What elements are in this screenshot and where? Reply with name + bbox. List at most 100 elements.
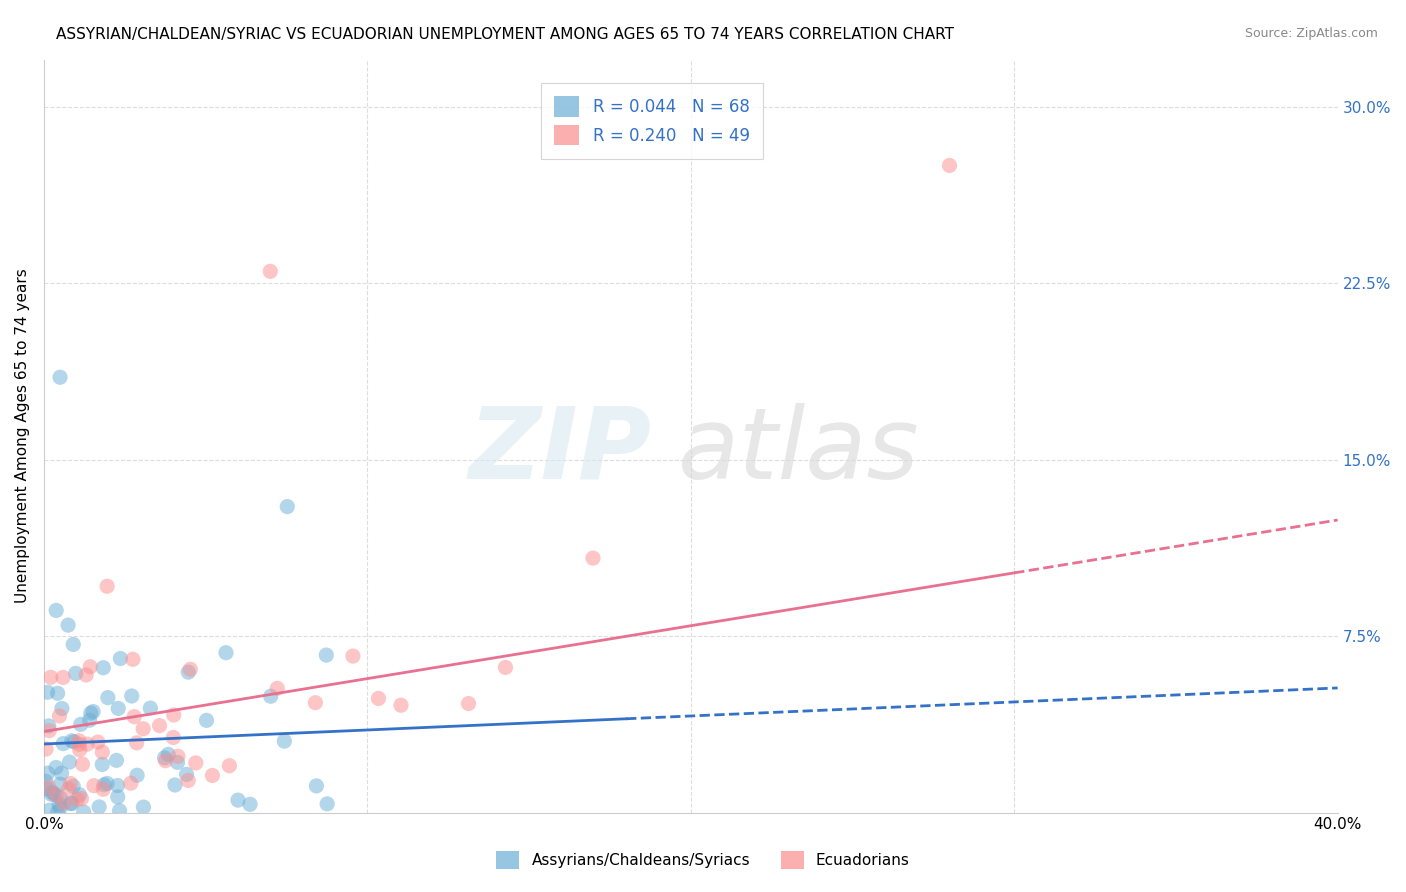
- Point: [69, 743, 91, 757]
- Point: [37, 685, 59, 699]
- Point: [51, 766, 73, 780]
- Point: [107, 789, 129, 804]
- Point: [215, 646, 238, 660]
- Point: [62, 779, 84, 793]
- Point: [63, 735, 86, 749]
- Point: [45, 603, 67, 617]
- Point: [120, 776, 142, 790]
- Point: [266, 681, 288, 696]
- Point: [166, 756, 188, 770]
- Point: [59, 797, 82, 811]
- Point: [389, 698, 412, 713]
- Point: [938, 159, 960, 173]
- Point: [67, 738, 90, 752]
- Point: [177, 665, 200, 680]
- Point: [179, 662, 201, 676]
- Point: [91, 745, 114, 759]
- Point: [79, 659, 101, 673]
- Point: [75, 668, 97, 682]
- Point: [37, 766, 59, 780]
- Point: [367, 691, 389, 706]
- Point: [70, 791, 93, 805]
- Point: [177, 773, 200, 788]
- Point: [38, 723, 60, 738]
- Point: [155, 754, 177, 768]
- Point: [51, 701, 73, 715]
- Point: [59, 776, 82, 790]
- Point: [49, 791, 72, 805]
- Point: [127, 768, 149, 782]
- Point: [69, 717, 91, 731]
- Point: [96, 776, 118, 790]
- Point: [48, 709, 70, 723]
- Point: [304, 696, 326, 710]
- Point: [110, 651, 132, 665]
- Point: [46, 686, 69, 700]
- Point: [105, 753, 128, 767]
- Point: [91, 782, 114, 797]
- Text: ASSYRIAN/CHALDEAN/SYRIAC VS ECUADORIAN UNEMPLOYMENT AMONG AGES 65 TO 74 YEARS CO: ASSYRIAN/CHALDEAN/SYRIAC VS ECUADORIAN U…: [56, 27, 955, 42]
- Point: [91, 757, 114, 772]
- Point: [83, 779, 105, 793]
- Point: [122, 709, 145, 723]
- Point: [125, 736, 148, 750]
- Point: [582, 551, 605, 566]
- Point: [49, 370, 72, 384]
- Point: [89, 800, 111, 814]
- Point: [153, 751, 176, 765]
- Point: [80, 706, 103, 720]
- Point: [495, 660, 517, 674]
- Point: [121, 652, 143, 666]
- Point: [139, 701, 162, 715]
- Point: [93, 778, 115, 792]
- Point: [66, 792, 89, 806]
- Point: [163, 708, 186, 723]
- Point: [132, 800, 155, 814]
- Point: [52, 670, 75, 684]
- Point: [239, 797, 262, 812]
- Point: [65, 666, 87, 681]
- Point: [97, 690, 120, 705]
- Point: [34, 774, 56, 789]
- Point: [91, 661, 114, 675]
- Point: [457, 697, 479, 711]
- Point: [67, 734, 90, 748]
- Point: [48, 797, 70, 812]
- Point: [60, 734, 83, 748]
- Point: [315, 648, 337, 662]
- Point: [259, 264, 281, 278]
- Point: [260, 690, 283, 704]
- Point: [176, 767, 198, 781]
- Point: [195, 714, 218, 728]
- Point: [41, 787, 63, 801]
- Point: [201, 768, 224, 782]
- Point: [157, 747, 180, 762]
- Point: [107, 701, 129, 715]
- Y-axis label: Unemployment Among Ages 65 to 74 years: Unemployment Among Ages 65 to 74 years: [15, 268, 30, 604]
- Point: [38, 719, 60, 733]
- Point: [73, 805, 96, 819]
- Point: [108, 804, 131, 818]
- Point: [45, 788, 67, 802]
- Point: [167, 749, 190, 764]
- Point: [62, 637, 84, 651]
- Point: [45, 760, 67, 774]
- Point: [273, 734, 295, 748]
- Text: ZIP: ZIP: [470, 402, 652, 500]
- Point: [305, 779, 328, 793]
- Point: [342, 648, 364, 663]
- Point: [82, 705, 104, 719]
- Point: [218, 758, 240, 772]
- Point: [58, 782, 80, 797]
- Point: [148, 718, 170, 732]
- Point: [60, 797, 83, 811]
- Point: [44, 787, 66, 801]
- Point: [46, 805, 69, 819]
- Point: [276, 500, 298, 514]
- Legend: Assyrians/Chaldeans/Syriacs, Ecuadorians: Assyrians/Chaldeans/Syriacs, Ecuadorians: [491, 845, 915, 875]
- Point: [69, 788, 91, 802]
- Point: [96, 579, 118, 593]
- Point: [184, 756, 207, 770]
- Point: [49, 801, 72, 815]
- Point: [56, 618, 79, 632]
